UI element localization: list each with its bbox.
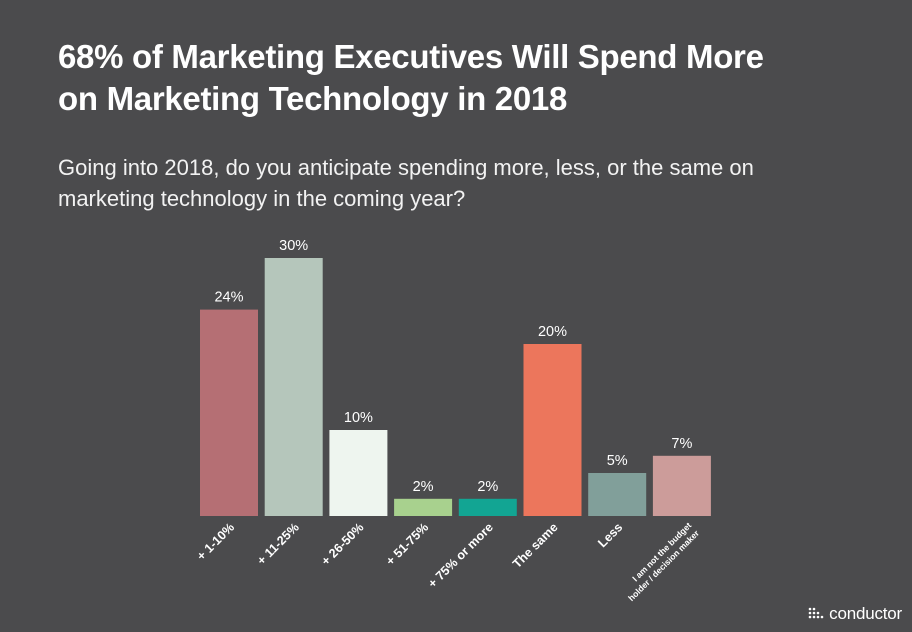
data-label-26-50: 10% [344,410,373,426]
data-label-51-75: 2% [413,479,434,495]
x-tick-label-1-10: + 1-10% [194,520,237,563]
data-label-1-10: 24% [214,290,243,306]
bar-11-25 [264,258,323,516]
data-label-11-25: 30% [279,238,308,254]
x-tick-label-line: + 1-10% [194,520,237,563]
bar-the-same [523,344,582,516]
conductor-logo: conductor [808,604,902,624]
bar-75-or-more [458,498,517,516]
chart-title: 68% of Marketing Executives Will Spend M… [58,36,878,120]
chart-subtitle-line-1: Going into 2018, do you anticipate spend… [58,155,754,180]
chart-subtitle: Going into 2018, do you anticipate spend… [58,152,878,214]
bar-1-10 [200,309,258,516]
data-label-less: 5% [607,453,628,469]
bar-less [588,473,647,516]
bar-26-50 [329,430,388,516]
x-tick-label-75-or-more: + 75% or more [425,520,496,591]
x-tick-label-the-same: The same [510,520,561,571]
logo-text: conductor [829,604,902,623]
data-label-75-or-more: 2% [477,479,498,495]
x-tick-label-less: Less [595,520,625,550]
x-tick-label-26-50: + 26-50% [319,520,367,568]
x-tick-label-line: Less [595,520,625,550]
x-tick-label-line: holder / decision maker [626,528,701,603]
chart-subtitle-line-2: marketing technology in the coming year? [58,186,466,211]
x-tick-label-line: + 75% or more [425,520,496,591]
conductor-dots-logo-icon [808,607,824,619]
x-tick-label-line: The same [510,520,561,571]
data-label-the-same: 20% [538,324,567,340]
x-tick-label-line: + 51-75% [383,520,431,568]
chart-title-line-2: on Marketing Technology in 2018 [58,80,568,117]
x-tick-label-11-25: + 11-25% [254,520,301,567]
x-tick-label-line: + 26-50% [319,520,367,568]
bar-51-75 [394,498,453,516]
x-tick-label-line: + 11-25% [254,520,301,567]
x-tick-label-51-75: + 51-75% [383,520,431,568]
chart-title-line-1: 68% of Marketing Executives Will Spend M… [58,38,764,75]
bar-i-am-not-the-budget-holder-decision-maker [652,455,711,516]
data-label-i-am-not-the-budget-holder-decision-maker: 7% [671,436,692,452]
